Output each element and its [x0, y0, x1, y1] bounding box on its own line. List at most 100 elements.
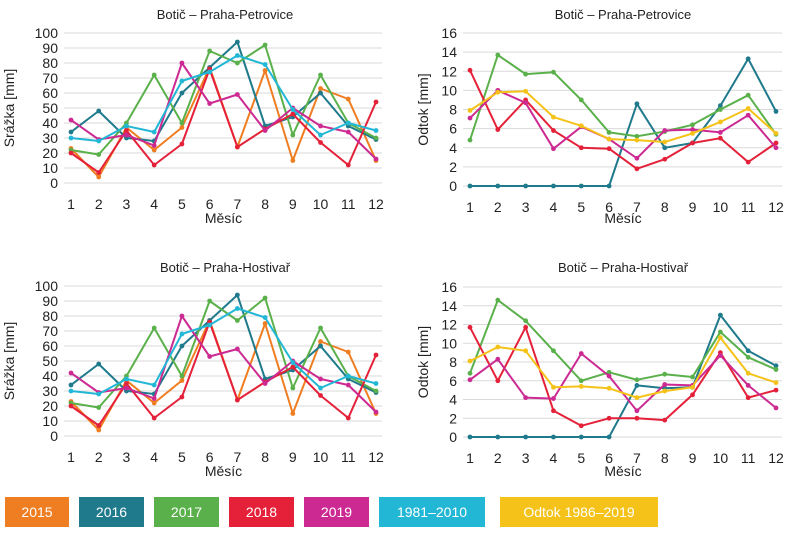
x-tick-label: 2	[95, 449, 103, 465]
x-tick-label: 12	[368, 449, 384, 465]
series-line	[70, 315, 377, 413]
data-point	[523, 183, 529, 189]
data-point	[179, 373, 185, 379]
data-point	[373, 381, 379, 386]
data-point	[345, 129, 351, 135]
x-tick-label: 1	[67, 196, 75, 212]
y-tick-label: 0	[449, 178, 457, 194]
data-point	[634, 383, 640, 388]
data-point	[662, 128, 668, 133]
x-tick-label: 10	[713, 450, 729, 466]
series-line	[469, 54, 777, 141]
x-tick-label: 1	[466, 199, 474, 215]
data-point	[262, 128, 268, 133]
data-point	[179, 394, 185, 400]
legend-item-1981-2010: 1981–2010	[379, 497, 485, 527]
data-point	[523, 324, 529, 330]
data-point	[662, 139, 668, 145]
y-tick-label: 60	[42, 85, 58, 101]
data-point	[551, 146, 556, 152]
data-point	[717, 130, 723, 135]
data-point	[262, 68, 268, 73]
series-2016	[68, 39, 379, 144]
data-point	[745, 112, 751, 118]
data-point	[690, 140, 695, 146]
data-point	[151, 400, 157, 406]
data-point	[578, 351, 584, 356]
data-point	[151, 129, 157, 135]
data-point	[234, 346, 240, 352]
data-point	[262, 381, 268, 386]
data-point	[207, 298, 213, 304]
data-point	[151, 162, 157, 168]
series-line	[70, 41, 377, 142]
data-point	[467, 370, 473, 376]
data-point	[523, 71, 529, 77]
data-point	[717, 329, 723, 335]
data-point	[634, 395, 640, 401]
x-tick-label: 4	[550, 199, 558, 215]
y-axis-label: Srážka [mm]	[1, 69, 17, 148]
y-tick-label: 10	[42, 413, 58, 429]
x-tick-label: 11	[341, 449, 356, 465]
data-point	[68, 370, 74, 376]
data-point	[495, 356, 501, 362]
data-point	[151, 143, 157, 148]
legend-item-2018: 2018	[229, 497, 294, 527]
data-point	[551, 348, 556, 354]
data-point	[773, 140, 779, 146]
x-tick-label: 4	[150, 196, 158, 212]
data-point	[234, 292, 240, 298]
series-2019	[467, 87, 779, 161]
data-point	[467, 115, 473, 121]
series-odtok	[467, 335, 779, 401]
x-tick-label: 10	[713, 199, 729, 215]
data-point	[578, 97, 584, 103]
y-axis-label: Odtok [mm]	[415, 73, 431, 145]
data-point	[68, 117, 74, 123]
data-point	[606, 136, 612, 142]
data-point	[373, 99, 379, 105]
data-point	[124, 123, 129, 129]
data-point	[662, 145, 668, 151]
y-tick-label: 0	[50, 175, 58, 191]
series-2016	[467, 312, 779, 440]
data-point	[551, 408, 556, 414]
data-point	[578, 383, 584, 389]
y-tick-label: 12	[441, 63, 457, 79]
data-point	[745, 395, 751, 401]
data-point	[124, 381, 129, 386]
y-tick-label: 100	[35, 25, 59, 41]
data-point	[318, 376, 323, 382]
y-tick-label: 100	[35, 278, 59, 294]
data-point	[690, 127, 695, 132]
data-point	[606, 130, 612, 135]
data-point	[634, 155, 640, 161]
data-point	[318, 393, 323, 398]
series-2017	[467, 297, 779, 384]
data-point	[495, 378, 501, 384]
y-tick-label: 4	[449, 392, 457, 408]
x-tick-label: 6	[605, 199, 613, 215]
data-point	[467, 137, 473, 143]
data-point	[523, 88, 529, 94]
data-point	[262, 42, 268, 48]
data-point	[662, 382, 668, 387]
x-tick-label: 11	[741, 199, 756, 215]
x-tick-label: 9	[689, 199, 697, 215]
data-point	[773, 367, 779, 372]
data-point	[262, 62, 268, 67]
x-tick-label: 10	[313, 449, 329, 465]
data-point	[745, 159, 751, 165]
y-tick-label: 14	[441, 44, 457, 60]
data-point	[523, 395, 529, 401]
data-point	[234, 53, 240, 58]
y-tick-label: 16	[441, 279, 457, 295]
data-point	[234, 397, 240, 403]
data-point	[467, 108, 473, 113]
series-line	[469, 299, 777, 382]
y-tick-label: 2	[449, 159, 457, 175]
data-point	[373, 156, 379, 162]
